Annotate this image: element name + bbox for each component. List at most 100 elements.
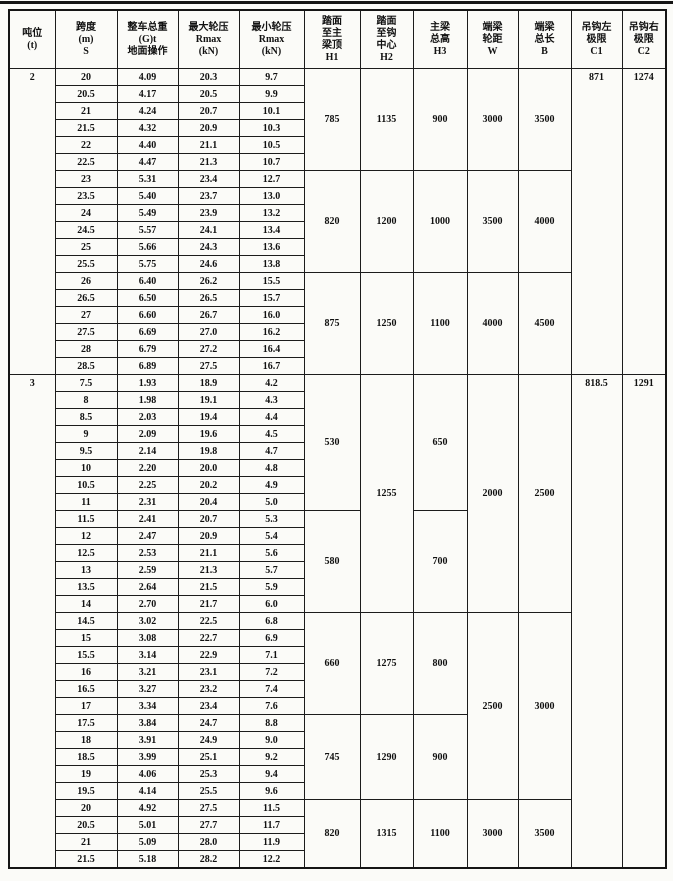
cell-rmax: 23.7 — [177, 187, 240, 205]
table-row: 17.5 3.84 24.7 8.8 745 1290 900 — [9, 714, 666, 800]
cell-rmax: 25.1 — [177, 748, 240, 766]
cell-span: 25 — [54, 238, 118, 256]
table-row: 8.5 2.03 19.4 4.4 — [9, 408, 666, 426]
table-row: 14.5 3.02 22.5 6.8 660 1275 800 2500 3000 — [9, 612, 666, 800]
column-header-rmax: 最大轮压 Rmax (kN) — [177, 9, 240, 69]
cell-weight: 4.24 — [116, 102, 179, 120]
cell-rmax: 20.2 — [177, 476, 240, 494]
cell-span: 16.5 — [54, 680, 118, 698]
table-row: 23 5.31 23.4 12.7 820 1200 1000 3500 4000 — [9, 170, 666, 273]
cell-weight: 5.57 — [116, 221, 179, 239]
table-row: 18 3.91 24.9 9.0 — [9, 731, 666, 749]
cell-rmax: 20.9 — [177, 119, 240, 137]
cell-rmax: 23.2 — [177, 680, 240, 698]
cell-span: 17 — [54, 697, 118, 715]
column-header-h2: 踏面 至钩 中心 H2 — [359, 9, 414, 69]
cell-weight: 5.49 — [116, 204, 179, 222]
cell-h3: 650 — [412, 374, 468, 511]
cell-b: 4500 — [517, 272, 572, 375]
cell-weight: 4.40 — [116, 136, 179, 154]
table-row: 27 6.60 26.7 16.0 — [9, 306, 666, 324]
table-row: 2 20 4.09 20.3 9.7 785 1135 900 3000 3500 871 1274 — [8, 68, 667, 375]
table-row: 20 4.92 27.5 11.5 820 1315 1100 3000 3500 — [9, 799, 666, 869]
cell-rmax: 19.8 — [177, 442, 240, 460]
cell-span: 21 — [54, 102, 118, 120]
cell-h3: 900 — [412, 68, 468, 171]
cell-weight: 2.25 — [116, 476, 179, 494]
cell-rmin: 4.7 — [238, 442, 305, 460]
cell-rmin: 12.2 — [238, 850, 305, 869]
cell-rmax: 23.4 — [177, 697, 240, 715]
cell-weight: 2.70 — [116, 595, 179, 613]
cell-h3: 1100 — [412, 799, 468, 869]
cell-rmin: 6.0 — [238, 595, 305, 613]
cell-b: 3500 — [517, 799, 572, 869]
cell-h3: 1100 — [412, 272, 468, 375]
cell-span: 23 — [54, 170, 118, 188]
cell-weight: 1.93 — [116, 374, 179, 392]
cell-rmin: 13.6 — [238, 238, 305, 256]
cell-rmax: 28.0 — [177, 833, 240, 851]
cell-rmax: 20.0 — [177, 459, 240, 477]
cell-c2: 1274 — [621, 68, 667, 375]
cell-weight: 2.59 — [116, 561, 179, 579]
cell-rmin: 13.8 — [238, 255, 305, 273]
cell-weight: 4.09 — [116, 68, 179, 86]
cell-rmin: 7.4 — [238, 680, 305, 698]
cell-span: 7.5 — [54, 374, 118, 392]
cell-weight: 2.03 — [116, 408, 179, 426]
cell-tonnage: 2 — [8, 68, 56, 375]
cell-weight: 6.60 — [116, 306, 179, 324]
table-row: 21 5.09 28.0 11.9 — [9, 833, 666, 851]
table-row: 21.5 4.32 20.9 10.3 — [9, 119, 666, 137]
cell-span: 20 — [54, 68, 118, 86]
cell-rmax: 25.5 — [177, 782, 240, 800]
column-header-h1: 踏面 至主 梁顶 H1 — [303, 9, 361, 69]
cell-b: 3500 — [517, 68, 572, 171]
cell-span: 8 — [54, 391, 118, 409]
cell-span: 26.5 — [54, 289, 118, 307]
cell-rmin: 16.2 — [238, 323, 305, 341]
cell-w: 3000 — [466, 68, 519, 171]
cell-rmin: 9.9 — [238, 85, 305, 103]
cell-span: 18.5 — [54, 748, 118, 766]
cell-h1: 820 — [303, 170, 361, 273]
cell-span: 9 — [54, 425, 118, 443]
cell-rmax: 27.5 — [177, 799, 240, 817]
cell-weight: 4.92 — [116, 799, 179, 817]
cell-span: 10 — [54, 459, 118, 477]
cell-span: 11 — [54, 493, 118, 511]
cell-w: 4000 — [466, 272, 519, 375]
cell-rmin: 5.4 — [238, 527, 305, 545]
cell-rmin: 10.1 — [238, 102, 305, 120]
cell-weight: 5.31 — [116, 170, 179, 188]
cell-span: 24 — [54, 204, 118, 222]
table-row: 15.5 3.14 22.9 7.1 — [9, 646, 666, 664]
cell-span: 26 — [54, 272, 118, 290]
column-header-b: 端梁 总长 B — [517, 9, 572, 69]
table-row: 12.5 2.53 21.1 5.6 — [9, 544, 666, 562]
cell-rmax: 21.7 — [177, 595, 240, 613]
header-row: 吨位 (t) 跨度 (m) S 整车总重 (G)t 地面操作 最大轮压 Rmax (kN) 最小轮压 R… — [8, 9, 667, 69]
cell-span: 16 — [54, 663, 118, 681]
cell-span: 25.5 — [54, 255, 118, 273]
cell-rmax: 21.1 — [177, 136, 240, 154]
cell-weight: 6.69 — [116, 323, 179, 341]
table-row: 25.5 5.75 24.6 13.8 — [9, 255, 666, 273]
table-row: 3 7.5 1.93 18.9 4.2 530 1255 650 2000 2500 818.5 12… — [8, 374, 667, 869]
cell-rmax: 26.2 — [177, 272, 240, 290]
cell-weight: 3.21 — [116, 663, 179, 681]
table-row: 22.5 4.47 21.3 10.7 — [9, 153, 666, 171]
cell-weight: 4.06 — [116, 765, 179, 783]
cell-weight: 2.47 — [116, 527, 179, 545]
cell-c1: 871 — [570, 68, 623, 375]
cell-rmax: 25.3 — [177, 765, 240, 783]
cell-rmax: 20.9 — [177, 527, 240, 545]
cell-span: 13.5 — [54, 578, 118, 596]
table-row: 23.5 5.40 23.7 13.0 — [9, 187, 666, 205]
cell-span: 20.5 — [54, 816, 118, 834]
cell-rmax: 26.7 — [177, 306, 240, 324]
cell-rmax: 20.7 — [177, 510, 240, 528]
cell-h2: 1315 — [359, 799, 414, 869]
cell-span: 22.5 — [54, 153, 118, 171]
